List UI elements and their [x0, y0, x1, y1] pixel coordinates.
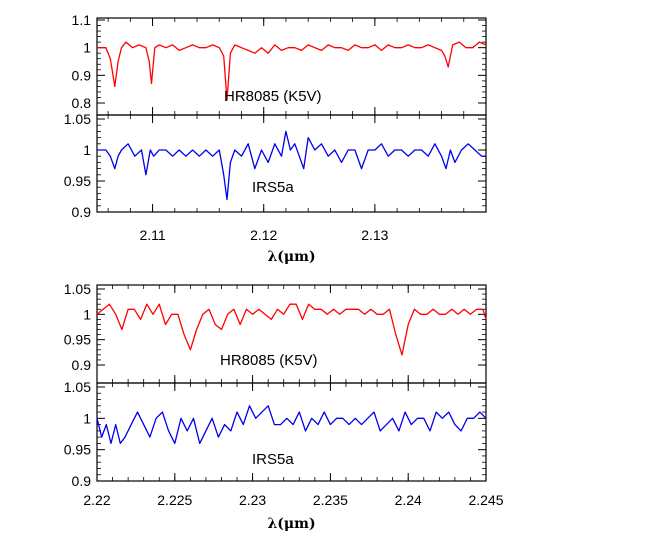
panel-2-2: 0.9 0.95 1 1.05 IRS5a [64, 379, 487, 489]
spectrum-line [96, 405, 487, 445]
panel-annotation: IRS5a [252, 451, 294, 468]
spectrum-line [96, 303, 487, 356]
y-tick-label: 1 [83, 306, 91, 322]
x-tick-label: 2.235 [313, 492, 348, 508]
panel-2-1: 0.9 0.95 1 1.05 HR8085 (K5V) [64, 281, 487, 384]
y-tick-label: 1 [83, 410, 91, 426]
y-tick-label: 1.05 [64, 111, 91, 127]
y-tick-label: 1.05 [64, 379, 91, 395]
panel-annotation: HR8085 (K5V) [220, 352, 318, 369]
panel-frame [96, 114, 487, 213]
x-tick-label: 2.12 [250, 227, 277, 243]
x-tick-label: 2.225 [157, 492, 192, 508]
x-tick-label: 2.13 [361, 227, 388, 243]
y-tick-label: 1.05 [64, 281, 91, 297]
y-tick-label: 0.8 [72, 95, 92, 111]
y-tick-label: 0.9 [72, 473, 92, 489]
figure-1: 0.8 0.9 1 1.1 HR8085 (K5V) 0.9 0.95 1 1.05 IRS5a 2… [64, 12, 487, 265]
y-tick-label: 0.95 [64, 442, 91, 458]
spectrum-line [97, 41, 487, 101]
panel-1-1: 0.8 0.9 1 1.1 HR8085 (K5V) [72, 12, 487, 116]
y-tick-label: 1.1 [72, 12, 92, 28]
panel-annotation: IRS5a [252, 179, 294, 196]
y-tick-label: 0.95 [64, 332, 91, 348]
panel-frame [96, 382, 487, 482]
y-tick-label: 0.9 [72, 357, 92, 373]
x-tick-label: 2.11 [139, 227, 165, 243]
x-tick-label: 2.24 [395, 492, 422, 508]
figure-2: 0.9 0.95 1 1.05 HR8085 (K5V) 0.9 0.95 1 1.05 IRS5… [64, 281, 504, 532]
x-tick-label: 2.245 [468, 492, 503, 508]
x-axis-label: λ(μm) [267, 249, 315, 265]
y-tick-label: 1 [83, 40, 91, 56]
y-tick-label: 1 [83, 142, 91, 158]
panel-annotation: HR8085 (K5V) [224, 88, 322, 105]
x-tick-label: 2.22 [83, 492, 110, 508]
y-tick-label: 0.9 [72, 204, 92, 220]
y-tick-label: 0.95 [64, 173, 91, 189]
x-axis-label: λ(μm) [267, 516, 315, 532]
panel-1-2: 0.9 0.95 1 1.05 IRS5a [64, 111, 487, 220]
y-tick-label: 0.9 [72, 67, 92, 83]
x-tick-label: 2.23 [239, 492, 266, 508]
spectrum-line [97, 130, 486, 201]
